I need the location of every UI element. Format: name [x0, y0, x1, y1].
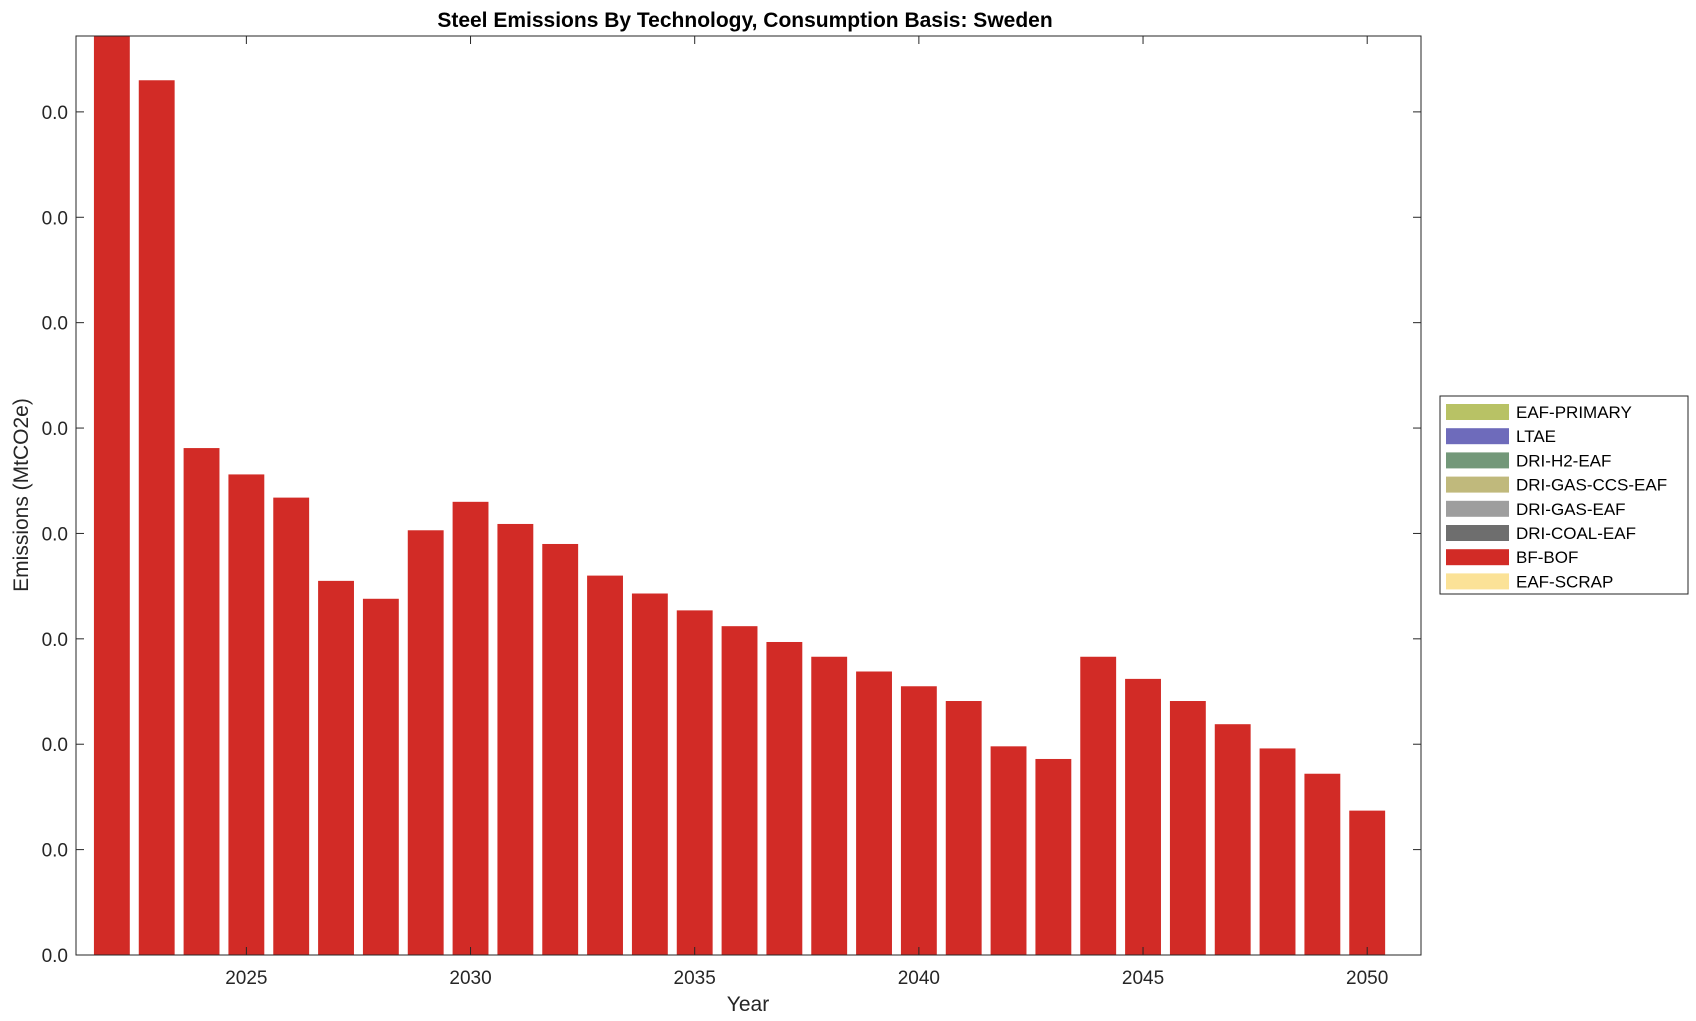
x-tick-label: 2045 [1122, 968, 1164, 989]
bar-bf-bof-2032 [542, 543, 579, 955]
plot-area [75, 35, 1422, 956]
legend-label-ltae: LTAE [1516, 427, 1556, 446]
bar-bf-bof-2029 [407, 530, 444, 955]
y-tick-label: 0.0 [42, 103, 68, 124]
legend-label-bf-bof: BF-BOF [1516, 548, 1578, 567]
legend-swatch-dri-coal-eaf [1446, 525, 1509, 541]
legend-swatch-eaf-primary [1446, 404, 1509, 420]
bar-bf-bof-2041 [945, 701, 982, 955]
chart-title: Steel Emissions By Technology, Consumpti… [437, 9, 1052, 32]
bar-bf-bof-2039 [856, 671, 892, 955]
bar-bf-bof-2048 [1259, 748, 1296, 955]
x-axis-title: Year [727, 993, 769, 1016]
y-tick-label: 0.0 [42, 419, 68, 440]
bar-bf-bof-2035 [676, 610, 713, 956]
x-tick-label: 2040 [898, 968, 940, 989]
legend-swatch-ltae [1446, 428, 1509, 445]
legend-swatch-dri-h2-eaf [1446, 452, 1509, 469]
bar-bf-bof-2037 [766, 641, 803, 955]
bar-bf-bof-2023 [138, 80, 175, 955]
x-tick-label: 2035 [674, 968, 716, 989]
y-tick-label: 0.0 [42, 946, 68, 967]
bar-bf-bof-2050 [1349, 810, 1386, 955]
y-axis-title: Emissions (MtCO2e) [10, 398, 33, 592]
y-tick-label: 0.0 [42, 735, 68, 756]
bar-bf-bof-2038 [811, 656, 848, 955]
y-tick-label: 0.0 [42, 524, 68, 545]
bar-bf-bof-2028 [362, 598, 399, 955]
bar-bf-bof-2036 [721, 626, 758, 955]
bars-layer [93, 36, 1386, 956]
legend-swatch-eaf-scrap [1446, 573, 1509, 590]
bar-bf-bof-2022 [93, 36, 130, 955]
bar-bf-bof-2042 [990, 746, 1027, 955]
bar-bf-bof-2046 [1169, 701, 1206, 955]
legend-swatch-dri-gas-eaf [1446, 500, 1509, 517]
bar-bf-bof-2031 [497, 523, 534, 955]
legend: EAF-PRIMARY LTAE DRI-H2-EAF DRI-GAS-CCS-EAF… [1439, 395, 1689, 595]
bar-bf-bof-2045 [1125, 678, 1161, 955]
x-tick-label: 2050 [1346, 968, 1388, 989]
x-tick-label: 2025 [225, 968, 267, 989]
ticks-layer: 0.0 0.0 0.0 0.0 0.0 0.0 0.0 0.0 0.0 2025 2030 2035 2… [42, 36, 1421, 989]
legend-label-dri-gas-eaf: DRI-GAS-EAF [1516, 500, 1626, 519]
y-tick-label: 0.0 [42, 314, 68, 335]
legend-label-dri-gas-ccs-eaf: DRI-GAS-CCS-EAF [1516, 476, 1667, 495]
legend-label-dri-coal-eaf: DRI-COAL-EAF [1516, 524, 1636, 543]
legend-label-dri-h2-eaf: DRI-H2-EAF [1516, 451, 1611, 470]
bar-bf-bof-2043 [1035, 758, 1072, 955]
bar-bf-bof-2047 [1214, 724, 1251, 955]
bar-bf-bof-2025 [228, 474, 265, 955]
bar-bf-bof-2034 [631, 593, 668, 955]
bar-bf-bof-2027 [318, 580, 354, 955]
x-tick-label: 2030 [449, 968, 491, 989]
bar-bf-bof-2033 [587, 575, 623, 955]
legend-label-eaf-scrap: EAF-SCRAP [1516, 572, 1613, 591]
legend-swatch-bf-bof [1446, 549, 1509, 566]
legend-label-eaf-primary: EAF-PRIMARY [1516, 403, 1632, 422]
bar-bf-bof-2024 [183, 448, 220, 955]
y-tick-label: 0.0 [42, 630, 68, 651]
legend-swatch-dri-gas-ccs-eaf [1446, 476, 1509, 493]
y-tick-label: 0.0 [42, 841, 68, 862]
bar-bf-bof-2040 [900, 686, 937, 955]
bar-bf-bof-2049 [1304, 773, 1341, 955]
bar-bf-bof-2026 [273, 497, 310, 955]
bar-bf-bof-2030 [452, 501, 489, 955]
y-tick-label: 0.0 [42, 208, 68, 229]
bar-bf-bof-2044 [1080, 656, 1117, 955]
